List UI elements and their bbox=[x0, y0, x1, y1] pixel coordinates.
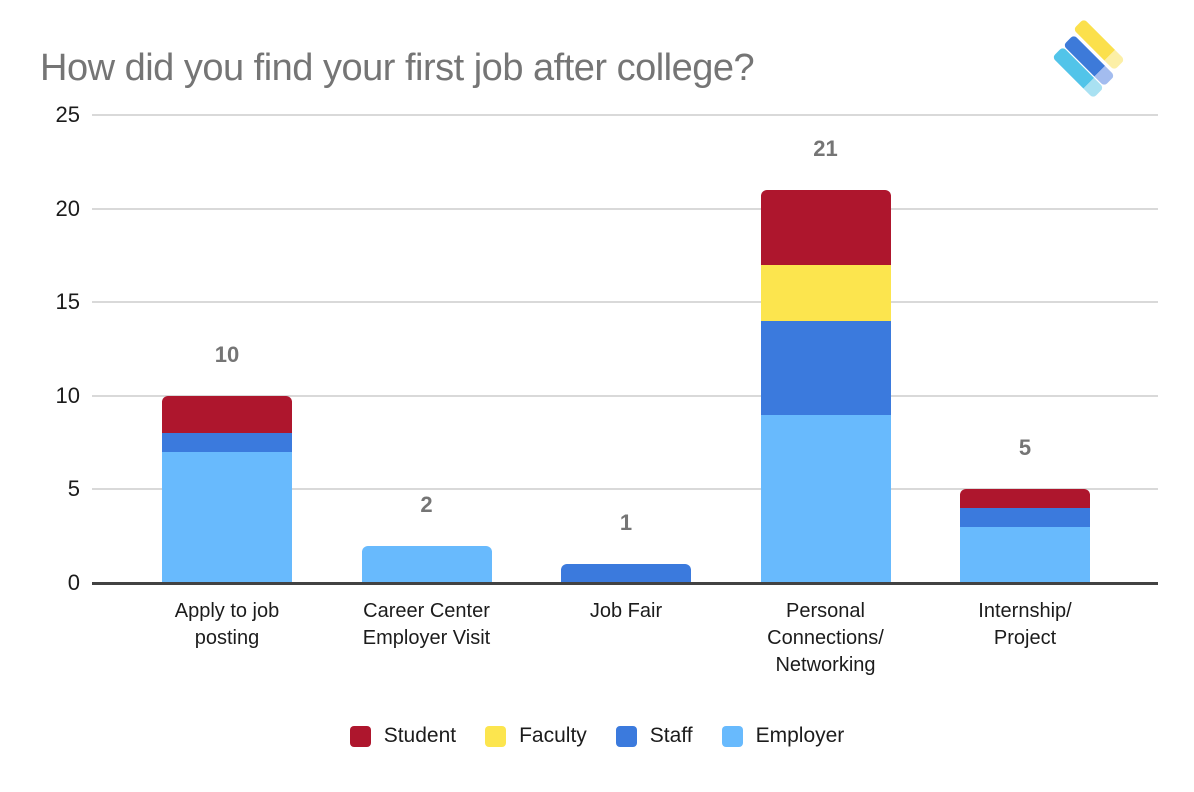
y-axis-label: 20 bbox=[55, 195, 80, 221]
x-axis-label: Job Fair bbox=[519, 598, 733, 625]
x-axis-label-line: Career Center bbox=[363, 600, 490, 622]
legend-item-faculty: Faculty bbox=[485, 724, 587, 748]
x-axis-label-line: Apply to job bbox=[174, 600, 280, 622]
x-axis-label-line: Connections/ bbox=[767, 627, 884, 649]
x-axis-label: Apply to job posting bbox=[120, 598, 334, 652]
x-axis-label-line: Personal bbox=[786, 600, 865, 622]
bar bbox=[361, 545, 492, 583]
x-axis-label-line: posting bbox=[194, 627, 260, 649]
bar-segment-staff bbox=[162, 433, 292, 452]
gridline bbox=[92, 207, 1158, 210]
legend-label: Student bbox=[383, 724, 457, 747]
bar bbox=[162, 395, 292, 583]
bar-segment-student bbox=[760, 189, 891, 265]
gridline bbox=[92, 394, 1158, 397]
bar bbox=[561, 564, 691, 583]
gridline bbox=[92, 488, 1158, 491]
chart-title: How did you find your first job after co… bbox=[40, 47, 755, 90]
bar-total-label: 5 bbox=[1018, 435, 1032, 461]
x-axis-label-line: Internship/ bbox=[978, 600, 1072, 622]
y-axis-label: 25 bbox=[55, 102, 80, 127]
bar-total-label: 21 bbox=[813, 135, 838, 161]
legend-swatch-faculty bbox=[485, 725, 507, 747]
x-axis-label-line: Employer Visit bbox=[362, 627, 491, 649]
y-axis-label: 5 bbox=[67, 476, 80, 502]
legend-label: Employer bbox=[755, 724, 845, 747]
gridline bbox=[92, 301, 1158, 304]
legend-swatch-employer bbox=[721, 725, 743, 747]
x-axis-label-line: Networking bbox=[775, 654, 876, 676]
x-axis-line bbox=[92, 582, 1158, 585]
legend-label: Faculty bbox=[519, 724, 587, 747]
y-axis-label: 10 bbox=[55, 382, 80, 408]
bar-total-label: 1 bbox=[619, 510, 633, 536]
bar-segment-faculty bbox=[760, 264, 891, 321]
x-axis-label-line: Job Fair bbox=[589, 600, 663, 622]
x-axis-label: Career Center Employer Visit bbox=[320, 598, 534, 652]
bar-segment-employer bbox=[960, 526, 1090, 583]
bar-segment-employer bbox=[361, 545, 492, 583]
legend-label: Staff bbox=[649, 724, 693, 747]
bar-segment-student bbox=[960, 489, 1090, 509]
gridline bbox=[92, 114, 1158, 116]
y-axis-label: 15 bbox=[55, 289, 80, 315]
bar-total-label: 10 bbox=[214, 341, 240, 367]
legend: Student Faculty Staff Employer bbox=[0, 724, 1194, 748]
legend-item-staff: Staff bbox=[615, 724, 693, 748]
x-axis-label: Personal Connections/Networking bbox=[719, 598, 933, 679]
x-axis-label: Internship/Project bbox=[918, 598, 1132, 652]
logo bbox=[1042, 18, 1146, 108]
legend-item-employer: Employer bbox=[721, 724, 845, 748]
plot-area: 0 5 10 15 20 25 10 Apply to job posting 2 Career C… bbox=[56, 102, 1158, 676]
bar-segment-student bbox=[162, 395, 292, 434]
legend-item-student: Student bbox=[349, 724, 457, 748]
legend-swatch-student bbox=[349, 725, 371, 747]
legend-swatch-staff bbox=[615, 725, 637, 747]
bar bbox=[960, 489, 1090, 583]
y-axis-label: 0 bbox=[67, 570, 80, 595]
bar-segment-staff bbox=[960, 508, 1090, 527]
x-axis-label-line: Project bbox=[993, 627, 1057, 649]
bar-segment-staff bbox=[561, 564, 691, 583]
bar-total-label: 2 bbox=[420, 491, 433, 517]
bar bbox=[760, 189, 891, 583]
bar-segment-staff bbox=[760, 320, 891, 415]
bar-segment-employer bbox=[162, 451, 292, 583]
bar-segment-employer bbox=[760, 414, 891, 583]
